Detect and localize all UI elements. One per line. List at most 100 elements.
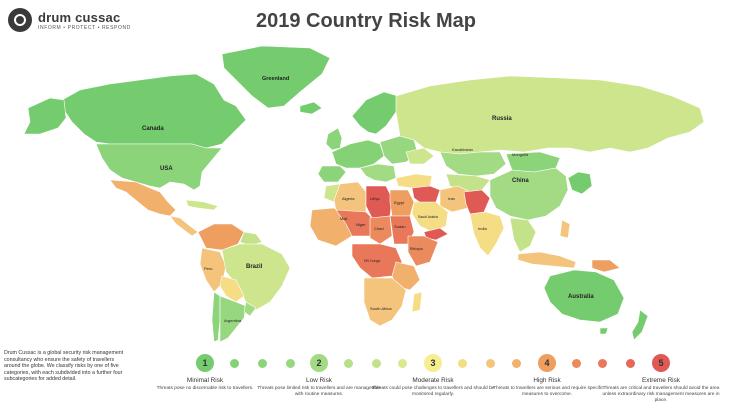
- iceland-region[interactable]: [299, 101, 323, 115]
- chile-region[interactable]: [211, 291, 221, 343]
- risk-level-1-description: Threats pose no discernable risk to trav…: [156, 386, 254, 391]
- risk-step-2-4: [398, 359, 407, 368]
- ethiopia-somalia-region[interactable]: [407, 235, 439, 267]
- southeast-asia-region[interactable]: [509, 217, 537, 253]
- label-south-africa: South Africa: [370, 306, 392, 311]
- risk-level-5-number: 5: [658, 358, 664, 368]
- risk-step-3-4: [512, 359, 521, 368]
- risk-level-2-name: Low Risk: [306, 377, 332, 384]
- caribbean-region[interactable]: [185, 199, 219, 211]
- label-brazil: Brazil: [246, 264, 263, 270]
- peru-region[interactable]: [199, 247, 227, 293]
- venezuela-colombia-region[interactable]: [197, 223, 245, 251]
- risk-step-1-4: [286, 359, 295, 368]
- china-region[interactable]: [489, 167, 569, 221]
- risk-level-1-number: 1: [202, 358, 208, 368]
- risk-level-3-description: Threats could pose challenges to travell…: [371, 386, 495, 397]
- logo-tagline: INFORM • PROTECT • RESPOND: [38, 25, 131, 31]
- central-america-region[interactable]: [169, 215, 199, 237]
- risk-level-4-number: 4: [544, 358, 550, 368]
- label-greenland: Greenland: [262, 76, 289, 82]
- risk-level-2-description: Threats pose limited risk to travellers …: [257, 386, 381, 397]
- label-ethiopia: Ethiopia: [410, 247, 423, 251]
- company-description: Drum Cussac is a global security risk ma…: [4, 350, 124, 383]
- risk-step-3-2: [458, 359, 467, 368]
- label-saudi-arabia: Saudi Arabia: [418, 215, 438, 219]
- risk-level-5-name: Extreme Risk: [642, 377, 680, 384]
- risk-step-4-3: [598, 359, 607, 368]
- iberia-region[interactable]: [317, 165, 347, 183]
- risk-step-3-3: [486, 359, 495, 368]
- label-canada: Canada: [142, 126, 164, 132]
- libya-region[interactable]: [365, 185, 393, 219]
- argentina-region[interactable]: [219, 295, 247, 343]
- label-chad: Chad: [374, 226, 384, 231]
- risk-step-4-4: [626, 359, 635, 368]
- page-title: 2019 Country Risk Map: [255, 10, 477, 32]
- chad-region[interactable]: [369, 215, 393, 245]
- australia-region[interactable]: [543, 269, 625, 323]
- madagascar-region[interactable]: [411, 291, 423, 313]
- label-sudan: Sudan: [394, 224, 406, 229]
- indonesia-region[interactable]: [517, 251, 577, 269]
- brazil-region[interactable]: [221, 243, 291, 311]
- uk-ireland-region[interactable]: [325, 127, 343, 151]
- russia-region[interactable]: [395, 75, 705, 155]
- label-niger: Niger: [356, 222, 366, 227]
- ukraine-region[interactable]: [405, 147, 435, 165]
- logo-icon: [8, 8, 32, 32]
- new-zealand-region[interactable]: [631, 309, 649, 341]
- risk-level-1-circle: 1: [196, 354, 214, 372]
- label-russia: Russia: [492, 116, 512, 122]
- risk-level-2-circle: 2: [310, 354, 328, 372]
- risk-level-4-circle: 4: [538, 354, 556, 372]
- east-africa-region[interactable]: [391, 261, 421, 291]
- risk-step-2-3: [372, 359, 381, 368]
- india-region[interactable]: [469, 211, 505, 257]
- tasmania-region[interactable]: [599, 327, 609, 335]
- risk-level-5-circle: 5: [652, 354, 670, 372]
- korea-japan-region[interactable]: [567, 171, 593, 195]
- risk-level-4-name: High Risk: [533, 377, 561, 384]
- risk-step-1-3: [258, 359, 267, 368]
- western-europe-region[interactable]: [331, 139, 385, 169]
- risk-step-4-2: [572, 359, 581, 368]
- scandinavia-region[interactable]: [351, 91, 399, 135]
- uruguay-region[interactable]: [243, 301, 257, 317]
- canada-region[interactable]: [61, 73, 247, 149]
- label-argentina: Argentina: [224, 318, 242, 323]
- syria-iraq-region[interactable]: [411, 185, 441, 205]
- papua-new-guinea-region[interactable]: [591, 259, 621, 273]
- afghanistan-pakistan-region[interactable]: [463, 189, 491, 215]
- label-usa: USA: [160, 166, 173, 172]
- risk-level-3-number: 3: [430, 358, 436, 368]
- mexico-region[interactable]: [109, 179, 177, 217]
- philippines-region[interactable]: [559, 219, 571, 239]
- label-algeria: Algeria: [342, 196, 355, 201]
- label-iran: Iran: [448, 196, 455, 201]
- label-china: China: [512, 178, 529, 184]
- logo-name: drum cussac: [38, 10, 121, 25]
- southern-africa-region[interactable]: [363, 277, 407, 327]
- label-peru: Peru: [204, 266, 212, 271]
- kazakhstan-region[interactable]: [439, 151, 507, 177]
- drum-cussac-logo: drum cussac INFORM • PROTECT • RESPOND: [8, 8, 138, 36]
- alaska-region[interactable]: [23, 97, 67, 135]
- italy-balkans-region[interactable]: [359, 163, 397, 183]
- label-drc: DR Congo: [364, 259, 380, 263]
- label-kazakhstan: Kazakhstan: [452, 147, 473, 152]
- greenland-region[interactable]: [221, 45, 331, 109]
- risk-level-3-name: Moderate Risk: [412, 377, 454, 384]
- risk-level-2-number: 2: [316, 358, 322, 368]
- usa-region[interactable]: [95, 143, 223, 191]
- risk-level-5-description: Threats are critical and travellers shou…: [602, 386, 720, 403]
- risk-level-1-name: Minimal Risk: [186, 377, 224, 384]
- label-mali: Mali: [340, 216, 347, 221]
- label-libya: Libya: [370, 196, 380, 201]
- label-australia: Australia: [568, 294, 594, 300]
- label-mongolia: Mongolia: [512, 152, 529, 157]
- label-india: India: [478, 226, 487, 231]
- turkey-region[interactable]: [395, 173, 433, 189]
- world-risk-map: Greenland Canada USA Russia Kazakhstan M…: [23, 45, 705, 343]
- risk-level-3-circle: 3: [424, 354, 442, 372]
